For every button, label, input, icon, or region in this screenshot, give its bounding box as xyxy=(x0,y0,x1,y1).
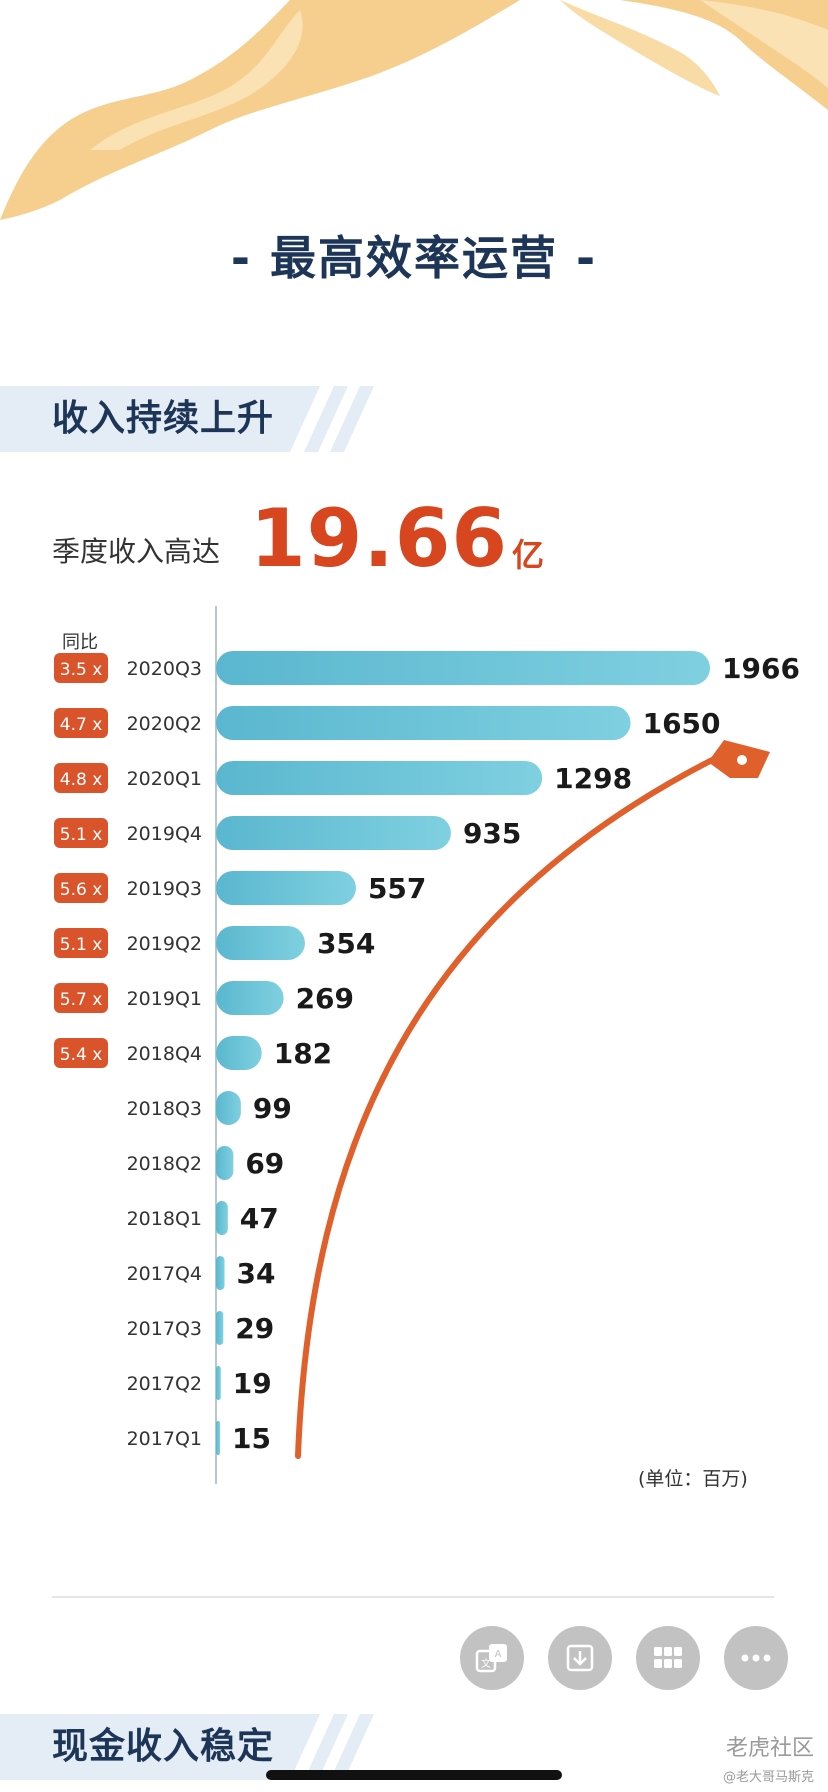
data-label: 182 xyxy=(274,1037,332,1070)
bar xyxy=(216,1366,221,1400)
data-label: 1650 xyxy=(643,707,721,740)
yoy-badge xyxy=(54,983,108,1013)
yoy-badge xyxy=(54,1038,108,1068)
data-label: 1298 xyxy=(554,762,632,795)
bar xyxy=(216,706,631,740)
bar xyxy=(216,1201,228,1235)
category-label: 2019Q2 xyxy=(127,933,202,955)
headline-value: 19.66 xyxy=(250,492,509,585)
yoy-label: 5.6 x xyxy=(60,880,103,900)
yoy-badge xyxy=(54,928,108,958)
bar xyxy=(216,1091,241,1125)
unit-note: (单位：百万) xyxy=(638,1468,748,1490)
data-label: 557 xyxy=(368,872,426,905)
category-label: 2019Q1 xyxy=(127,988,202,1010)
banner-background xyxy=(0,386,374,452)
yoy-label: 4.8 x xyxy=(60,770,103,790)
category-label: 2017Q3 xyxy=(127,1318,202,1340)
data-label: 269 xyxy=(296,982,354,1015)
yoy-badge xyxy=(54,818,108,848)
category-label: 2017Q4 xyxy=(127,1263,202,1285)
divider xyxy=(52,1596,774,1598)
bar xyxy=(216,981,284,1015)
banner-background xyxy=(0,1714,374,1780)
yoy-badge xyxy=(54,653,108,683)
svg-text:A: A xyxy=(495,1649,502,1660)
watermark-user: @老大哥马斯克 xyxy=(722,1770,814,1785)
download-icon xyxy=(566,1644,594,1672)
data-label: 34 xyxy=(237,1257,276,1290)
bar xyxy=(216,1311,224,1345)
download-button[interactable] xyxy=(548,1626,612,1690)
data-label: 15 xyxy=(232,1422,271,1455)
data-label: 47 xyxy=(240,1202,279,1235)
svg-text:文: 文 xyxy=(481,1657,491,1670)
translate-icon: 文 A xyxy=(475,1644,507,1673)
data-label: 29 xyxy=(235,1312,274,1345)
section-banner-cash: 现金收入稳定 xyxy=(0,1714,374,1780)
home-indicator[interactable] xyxy=(266,1770,562,1780)
category-label: 2018Q3 xyxy=(127,1098,202,1120)
bar xyxy=(216,871,356,905)
yoy-badge xyxy=(54,873,108,903)
bar xyxy=(216,651,710,685)
yoy-label: 5.7 x xyxy=(60,990,103,1010)
category-label: 2018Q1 xyxy=(127,1208,202,1230)
translate-button[interactable]: 文 A xyxy=(460,1626,524,1690)
bar xyxy=(216,926,305,960)
category-label: 2020Q2 xyxy=(127,713,202,735)
section-banner-revenue: 收入持续上升 xyxy=(0,386,374,452)
category-label: 2017Q1 xyxy=(127,1428,202,1450)
more-icon xyxy=(741,1654,771,1662)
decorative-brush-graphic xyxy=(0,0,828,220)
category-label: 2020Q1 xyxy=(127,768,202,790)
category-label: 2020Q3 xyxy=(127,658,202,680)
data-label: 19 xyxy=(233,1367,272,1400)
rocket-window xyxy=(737,755,747,765)
category-label: 2017Q2 xyxy=(127,1373,202,1395)
category-label: 2019Q3 xyxy=(127,878,202,900)
yoy-column-header: 同比 xyxy=(62,632,98,653)
data-label: 99 xyxy=(253,1092,292,1125)
yoy-label: 4.7 x xyxy=(60,715,103,735)
yoy-badge xyxy=(54,708,108,738)
section-title: 现金收入稳定 xyxy=(52,1726,275,1767)
grid-icon xyxy=(654,1647,682,1668)
revenue-bar-chart: 2020Q3 1966 3.5 x 2020Q2 1650 4.7 x 2020Q1 1298… xyxy=(54,606,800,1484)
bar xyxy=(216,816,451,850)
data-label: 69 xyxy=(245,1147,284,1180)
bar xyxy=(216,761,543,795)
category-label: 2018Q2 xyxy=(127,1153,202,1175)
bar xyxy=(216,1036,262,1070)
watermark-logo: 老虎社区 xyxy=(725,1736,814,1761)
data-label: 354 xyxy=(317,927,375,960)
grid-button[interactable] xyxy=(636,1626,700,1690)
section-title: 收入持续上升 xyxy=(52,398,275,439)
yoy-label: 5.1 x xyxy=(60,825,103,845)
yoy-badge xyxy=(54,763,108,793)
more-button[interactable] xyxy=(724,1626,788,1690)
yoy-label: 5.4 x xyxy=(60,1045,103,1065)
bar xyxy=(216,1146,234,1180)
headline-label: 季度收入高达 xyxy=(52,535,221,568)
yoy-label: 3.5 x xyxy=(60,660,103,680)
data-label: 935 xyxy=(463,817,521,850)
data-label: 1966 xyxy=(722,652,800,685)
trend-arrow-line xyxy=(295,757,715,1459)
watermark: 老虎社区 @老大哥马斯克 xyxy=(723,1730,814,1785)
bar xyxy=(216,1256,225,1290)
yoy-label: 5.1 x xyxy=(60,935,103,955)
category-label: 2019Q4 xyxy=(127,823,202,845)
page-title: - 最高效率运营 - xyxy=(230,231,598,285)
bar xyxy=(216,1421,220,1455)
headline-unit: 亿 xyxy=(512,536,545,574)
category-label: 2018Q4 xyxy=(127,1043,202,1065)
